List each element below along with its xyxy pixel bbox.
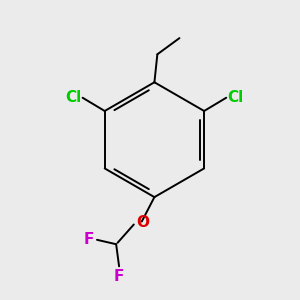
Text: F: F [114, 269, 124, 284]
Text: O: O [136, 214, 149, 230]
Text: Cl: Cl [65, 90, 81, 105]
Text: Cl: Cl [227, 90, 244, 105]
Text: F: F [84, 232, 94, 247]
